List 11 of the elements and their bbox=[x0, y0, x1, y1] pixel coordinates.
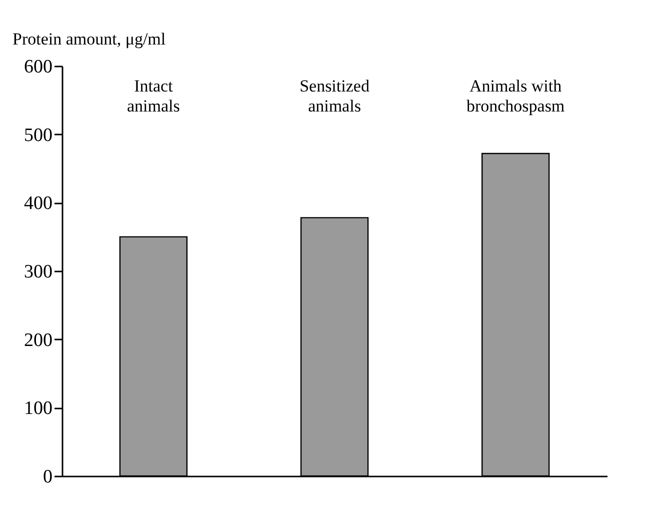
x-tick-label: Sensitized animals bbox=[300, 76, 370, 116]
y-tick-label: 400 bbox=[24, 193, 52, 214]
y-tick-label: 300 bbox=[24, 262, 52, 282]
y-tick-label: 600 bbox=[24, 56, 52, 78]
x-tick-label: Intact animals bbox=[126, 76, 180, 116]
y-tick-label: 200 bbox=[24, 330, 52, 351]
y-tick-label: 100 bbox=[24, 398, 52, 420]
x-tick-label: Animals with bronchospasm bbox=[466, 76, 565, 116]
y-tick-label: 0 bbox=[43, 466, 52, 488]
y-tick-label: 500 bbox=[24, 124, 52, 146]
y-axis-title: Protein amount, μg/ml bbox=[12, 30, 166, 48]
